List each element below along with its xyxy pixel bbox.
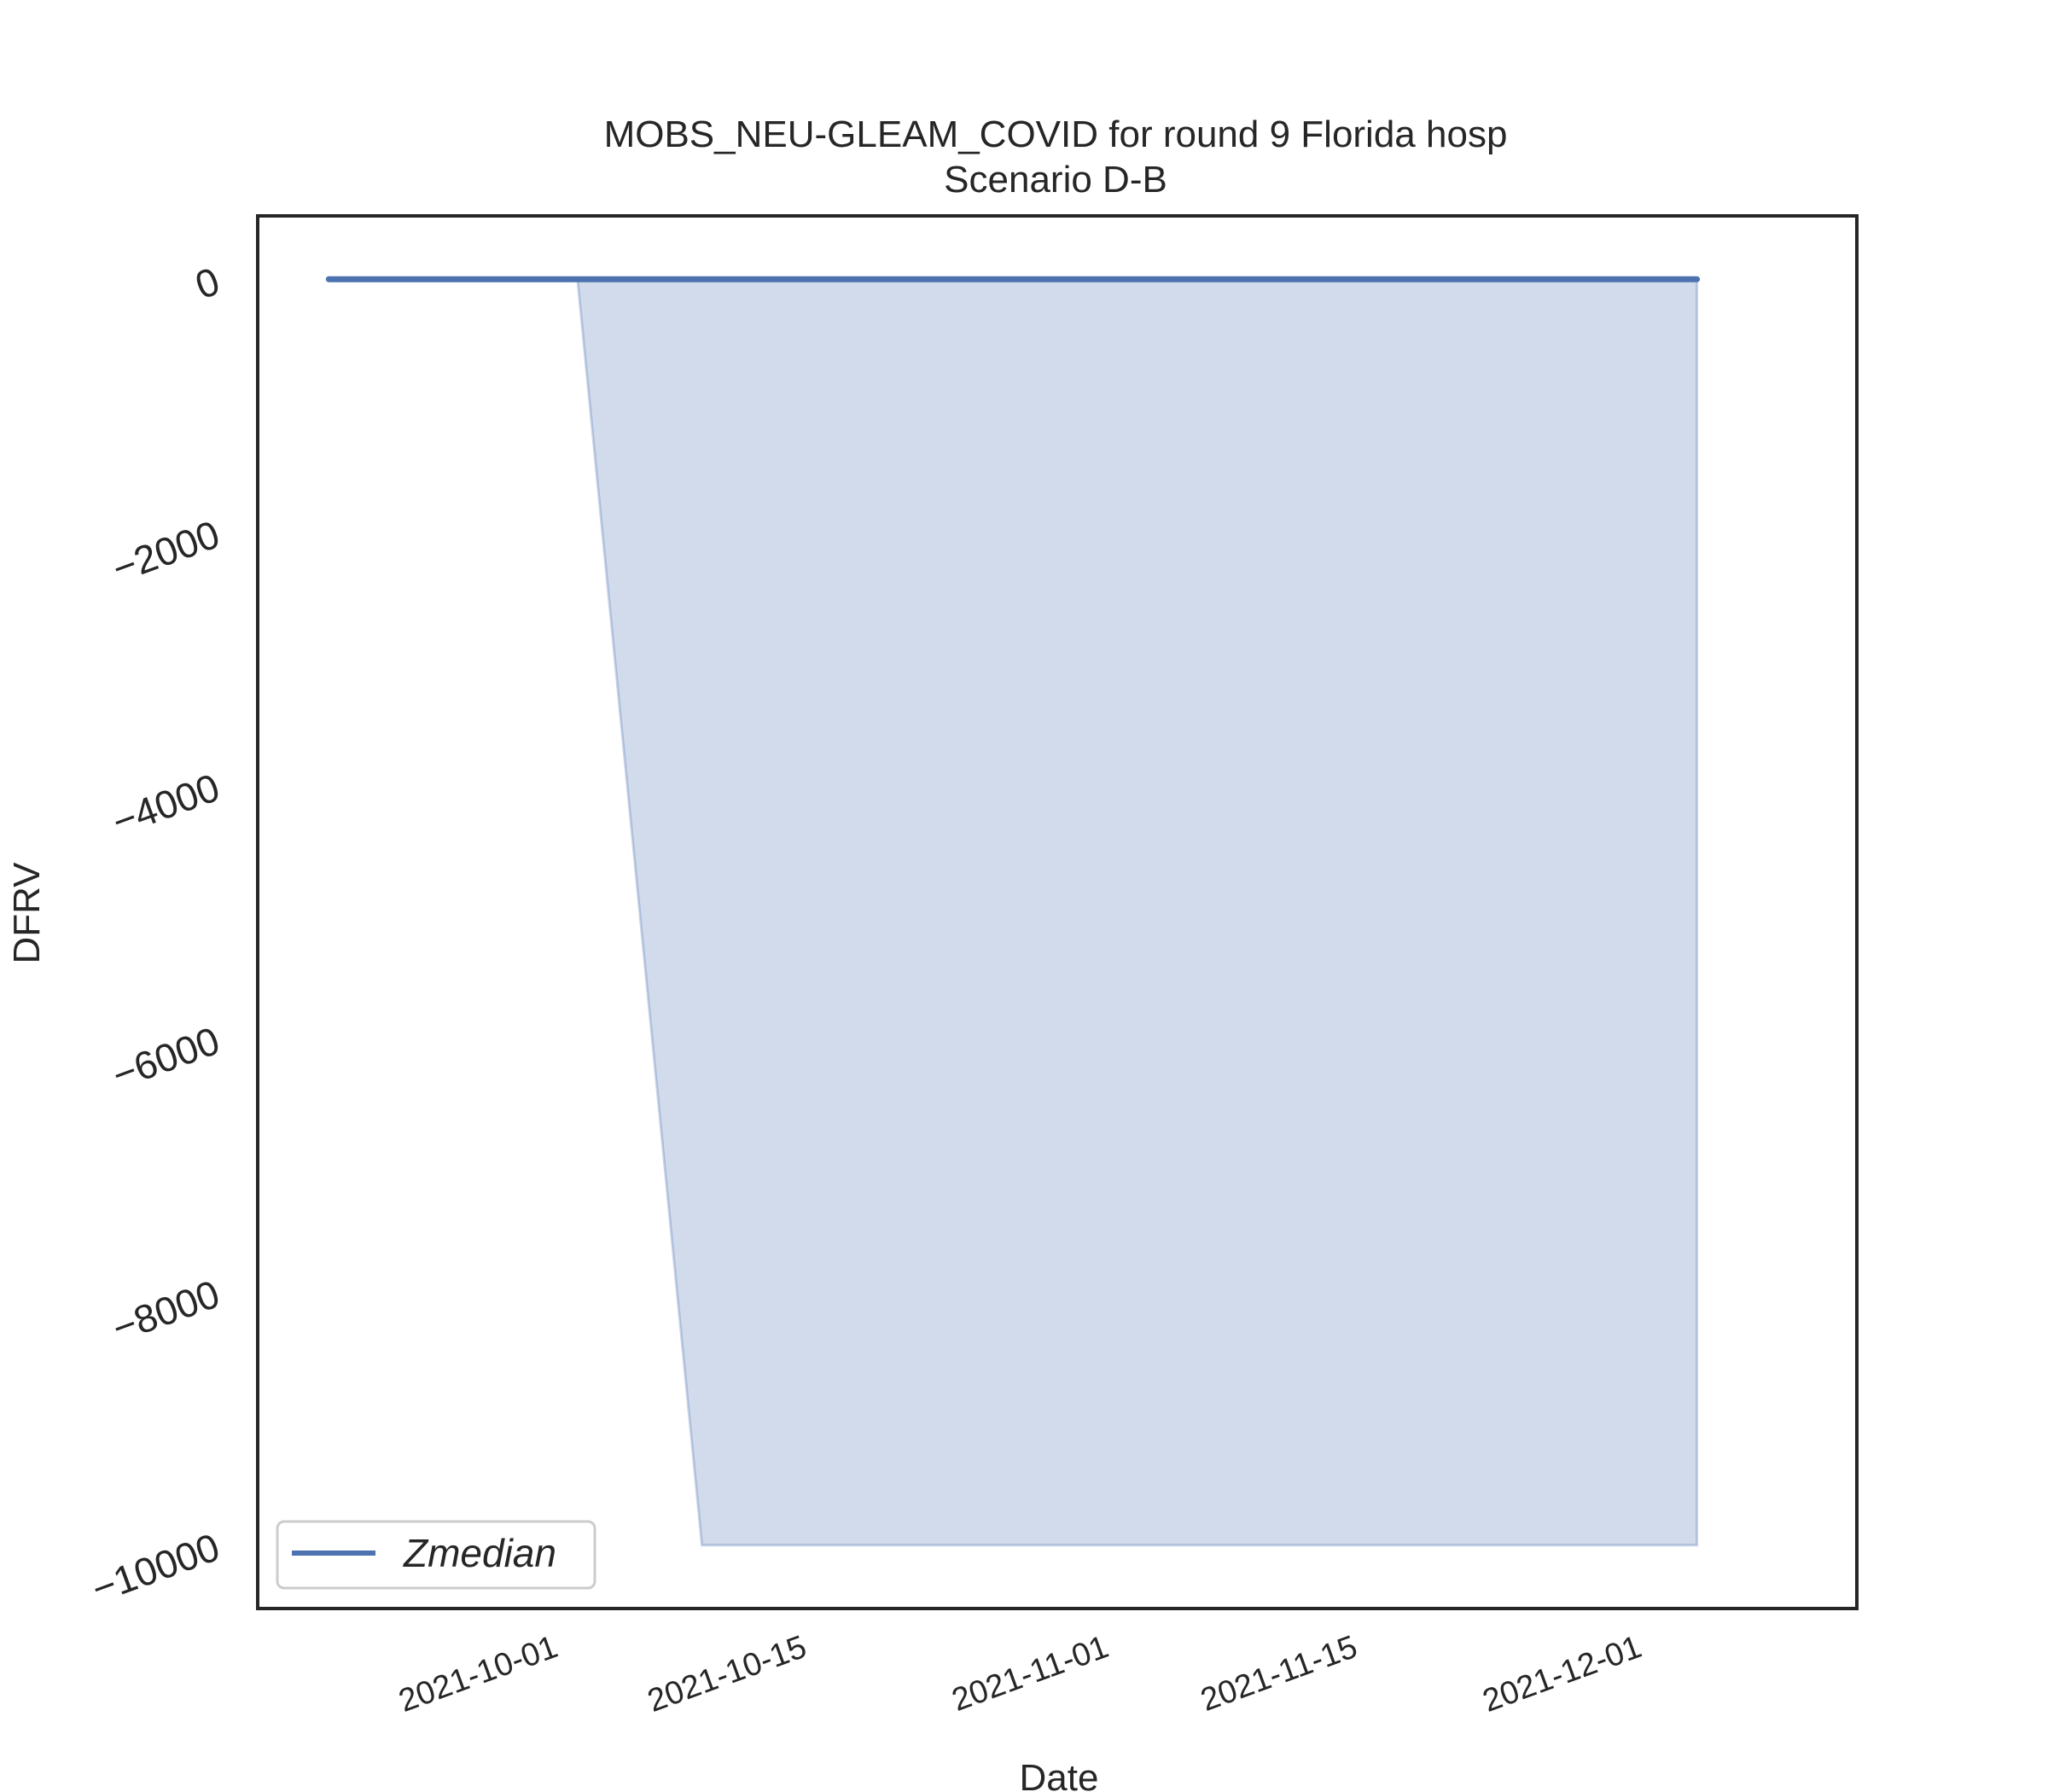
y-axis-ticks: 0 −2000 −4000 −6000 −8000 −10000 bbox=[86, 259, 225, 1611]
plot-frame bbox=[256, 214, 1859, 1610]
x-tick-label: 2021-11-01 bbox=[947, 1629, 1113, 1719]
x-tick-label: 2021-12-01 bbox=[1478, 1629, 1646, 1719]
y-tick-label: −8000 bbox=[107, 1271, 225, 1351]
legend-label-zmedian: Zmedian bbox=[403, 1531, 556, 1575]
confidence-band bbox=[576, 277, 1699, 1547]
chart-subtitle: Scenario D-B bbox=[944, 159, 1167, 201]
y-axis-label: DFRV bbox=[6, 862, 48, 964]
y-tick-label: 0 bbox=[189, 259, 225, 308]
y-tick-label: −6000 bbox=[107, 1018, 225, 1097]
x-tick-label: 2021-10-15 bbox=[643, 1629, 812, 1719]
legend-box bbox=[276, 1520, 596, 1590]
y-tick-label: −2000 bbox=[107, 511, 225, 591]
y-tick-label: −4000 bbox=[107, 765, 225, 844]
x-tick-label: 2021-10-01 bbox=[394, 1629, 562, 1719]
y-tick-label: −10000 bbox=[86, 1524, 225, 1611]
x-axis-ticks: 2021-10-01 2021-10-15 2021-11-01 2021-11-15… bbox=[394, 1629, 1646, 1719]
x-tick-label: 2021-11-15 bbox=[1196, 1629, 1362, 1719]
legend: Zmedian bbox=[276, 1520, 596, 1590]
x-axis-label: Date bbox=[1020, 1757, 1099, 1792]
chart-title: MOBS_NEU-GLEAM_COVID for round 9 Florida… bbox=[604, 113, 1508, 155]
plot-area bbox=[325, 276, 1701, 1547]
